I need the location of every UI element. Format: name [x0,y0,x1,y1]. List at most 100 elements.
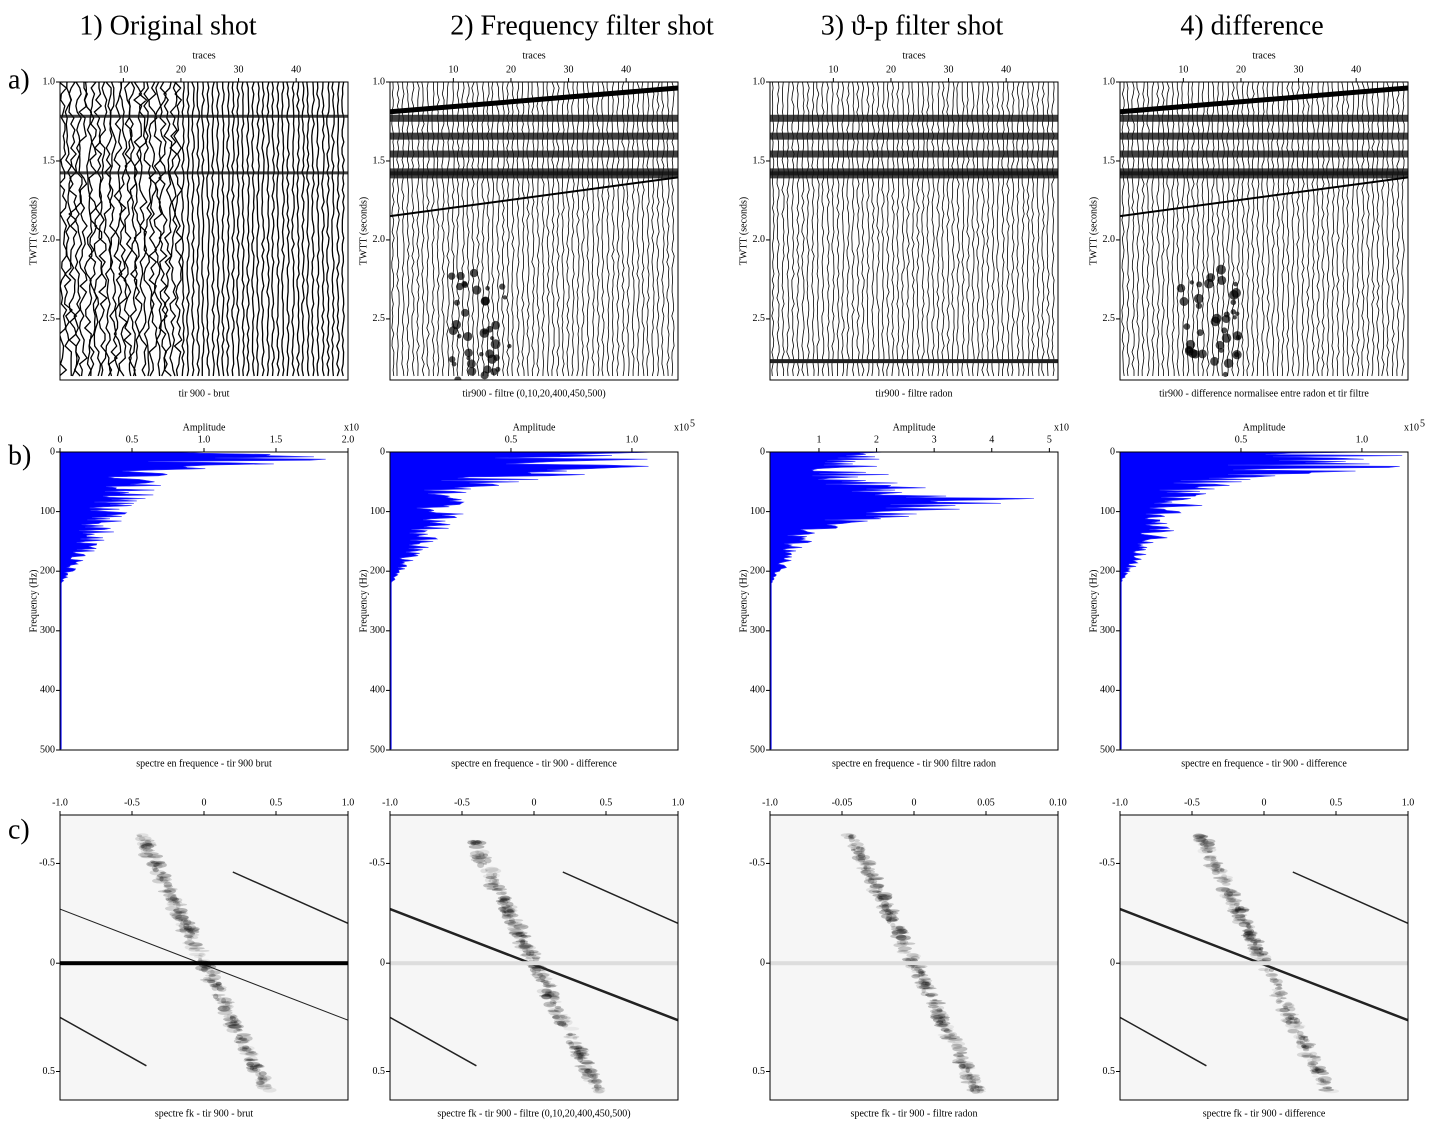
energy [262,1087,277,1093]
y-axis-label: TWTT (seconds) [28,197,39,265]
energy [1239,914,1246,918]
energy [1258,951,1269,956]
energy [930,1013,946,1019]
energy [1310,1071,1320,1075]
trace [891,82,895,377]
energy [1223,878,1229,881]
energy [970,1089,986,1093]
energy [1227,906,1238,910]
energy [472,841,483,844]
energy [885,916,892,922]
energy [552,1013,569,1017]
energy [528,954,537,957]
energy [847,835,855,840]
y-tick-label: 500 [40,744,55,755]
energy [1237,918,1248,921]
energy [918,981,930,986]
energy [138,852,153,858]
energy [149,855,161,858]
energy [211,993,226,997]
energy [235,1028,242,1031]
energy [1216,878,1231,883]
energy [590,1078,603,1085]
trace [951,82,955,377]
energy [1226,893,1242,897]
reflector [1120,176,1408,218]
energy [894,926,905,932]
energy [867,874,876,878]
trace [286,82,290,377]
energy [507,908,518,913]
energy [1231,914,1246,919]
energy [207,979,216,984]
energy [961,1075,977,1082]
energy [163,893,177,898]
energy [504,920,516,925]
energy [862,873,869,876]
energy [1250,939,1265,944]
energy [499,899,509,905]
energy [543,983,556,986]
energy [960,1065,972,1072]
energy [1269,978,1279,983]
row-label: b) [8,440,31,471]
trace [886,82,890,377]
noise [456,333,462,339]
energy [518,944,534,950]
x-tick-label: 20 [886,64,896,75]
energy [1246,925,1253,929]
energy [886,919,892,924]
panel-image [390,815,678,1100]
energy [918,980,925,985]
energy [162,879,170,885]
energy [1230,909,1239,915]
energy [1288,1021,1301,1027]
trace [631,82,635,376]
energy [1210,859,1219,864]
energy [878,897,890,902]
energy [860,867,876,871]
energy [940,1024,955,1030]
trace [128,82,138,377]
energy [1261,953,1268,956]
energy [930,1001,946,1005]
energy [507,921,519,925]
energy [257,1077,263,1081]
energy [165,896,170,901]
energy [530,973,543,976]
energy [959,1074,974,1080]
reflector [1120,114,1408,122]
energy [867,877,875,884]
energy [518,934,532,938]
energy [1226,891,1242,896]
energy [941,1019,946,1024]
energy [955,1059,967,1064]
energy [881,904,890,911]
energy [905,958,911,962]
energy [590,1079,600,1082]
y-axis-label: Frequency (Hz) [738,569,749,632]
x-tick-label: 1.0 [626,434,639,445]
trace [831,82,835,377]
energy [255,1083,272,1088]
energy [1253,941,1258,945]
energy [226,1027,241,1033]
noise [479,328,490,338]
energy [896,942,909,946]
trace [73,82,83,377]
energy [244,1051,259,1057]
trace [506,82,510,377]
panel-image [770,82,1058,377]
trace [1336,82,1340,377]
energy [962,1061,969,1068]
energy [1273,983,1282,986]
trace [581,82,585,377]
trace [1296,82,1300,377]
energy [585,1067,597,1073]
trace [1216,82,1220,377]
energy [1287,1015,1295,1021]
noise [454,376,462,380]
trace [291,82,295,377]
